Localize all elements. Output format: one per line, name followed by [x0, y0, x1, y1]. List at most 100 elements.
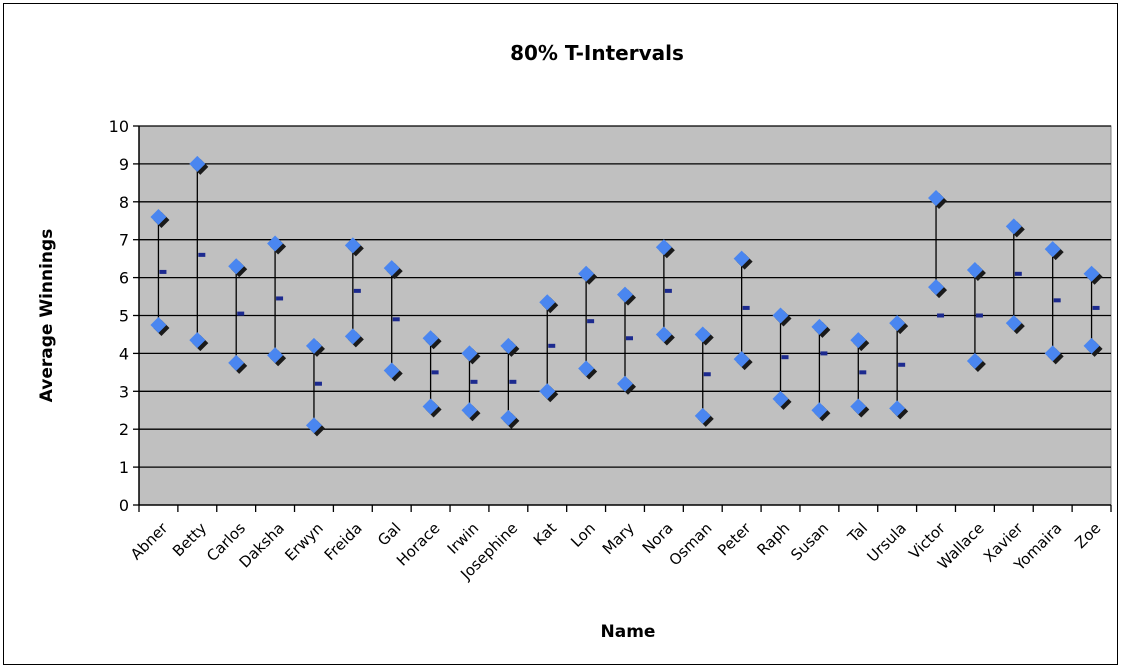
lower-point [267, 347, 284, 364]
lower-point [811, 402, 828, 419]
lower-point [850, 398, 867, 415]
y-axis-ticks: 0 1 2 3 4 5 6 7 8 9 10 [109, 117, 1111, 515]
lower-point [617, 375, 633, 392]
mean-marker [237, 311, 245, 316]
lower-point [928, 279, 945, 296]
mean-marker [548, 343, 556, 348]
mean-marker [820, 351, 828, 356]
mean-marker [509, 379, 517, 384]
y-tick-label: 6 [119, 269, 129, 288]
data-marks [150, 155, 1103, 437]
upper-point [578, 265, 595, 282]
x-tick-label: Erwyn [281, 519, 326, 564]
mean-marker [392, 317, 400, 322]
upper-point [500, 337, 517, 354]
lower-point [578, 360, 595, 377]
lower-point [733, 351, 750, 368]
x-tick-label: Freida [321, 519, 366, 564]
x-tick-label: Kat [530, 519, 560, 549]
mean-marker [664, 288, 672, 293]
lower-point [1083, 337, 1100, 354]
lower-point [422, 398, 439, 415]
mean-marker [859, 370, 867, 375]
y-tick-label: 9 [119, 155, 129, 174]
x-tick-label: Lon [567, 519, 599, 551]
lower-point [966, 352, 983, 369]
y-tick-label: 0 [119, 496, 129, 515]
lower-point [1044, 345, 1061, 362]
mean-marker [587, 319, 595, 324]
mean-marker [937, 313, 945, 318]
x-tick-label: Ursula [863, 519, 910, 566]
x-tick-label: Abner [127, 519, 172, 564]
x-tick-label: Peter [714, 519, 755, 560]
x-tick-label: Zoe [1071, 519, 1104, 552]
upper-point [228, 258, 245, 275]
lower-point [383, 362, 400, 379]
mean-marker [276, 296, 284, 301]
mean-marker [898, 362, 906, 367]
mean-marker [1014, 271, 1022, 276]
lower-point [344, 328, 361, 345]
x-tick-label: Osman [665, 519, 715, 569]
upper-point [1005, 218, 1022, 235]
lower-point [655, 326, 672, 343]
mean-marker [626, 336, 633, 341]
y-tick-label: 1 [119, 458, 129, 477]
upper-point [850, 332, 867, 349]
mean-marker [198, 252, 206, 257]
mean-marker [431, 370, 439, 375]
x-tick-label: Mary [599, 519, 638, 558]
lower-point [694, 407, 711, 424]
chart-title: 80% T-Intervals [510, 41, 684, 65]
y-tick-label: 5 [119, 307, 129, 326]
x-axis-label: Name [601, 622, 656, 642]
upper-point [189, 155, 206, 172]
lower-point [461, 402, 478, 419]
mean-marker [1053, 298, 1061, 303]
upper-point [928, 190, 945, 207]
y-tick-label: 8 [119, 193, 129, 212]
upper-point [617, 286, 633, 303]
upper-point [461, 345, 478, 362]
mean-marker [314, 381, 322, 386]
y-axis-label: Average Winnings [37, 229, 57, 403]
upper-point [539, 294, 556, 311]
lower-point [889, 400, 906, 417]
x-tick-label: Tal [843, 519, 871, 547]
upper-point [1083, 265, 1100, 282]
lower-point [1005, 315, 1022, 332]
mean-marker [703, 372, 711, 377]
y-tick-label: 3 [119, 382, 129, 401]
upper-point [1044, 241, 1061, 258]
lower-point [189, 332, 206, 349]
upper-point [772, 307, 789, 324]
x-tick-label: Raph [754, 519, 794, 559]
upper-point [383, 260, 400, 277]
lower-point [772, 390, 789, 407]
y-tick-label: 7 [119, 231, 129, 250]
mean-marker [353, 288, 361, 293]
upper-point [733, 250, 750, 267]
mean-marker [1092, 305, 1100, 310]
x-tick-label: Gal [374, 519, 404, 549]
lower-point [500, 409, 517, 426]
upper-point [267, 235, 284, 252]
upper-point [655, 239, 672, 256]
x-tick-label: Horace [393, 519, 443, 569]
y-tick-label: 2 [119, 420, 129, 439]
mean-marker [159, 269, 167, 274]
upper-point [811, 318, 828, 335]
mean-marker [470, 379, 478, 384]
upper-point [889, 315, 906, 332]
upper-point [150, 208, 167, 225]
upper-point [344, 237, 361, 254]
x-tick-label: Susan [787, 519, 832, 564]
lower-point [539, 383, 556, 400]
upper-point [694, 326, 711, 343]
y-tick-label: 4 [119, 344, 129, 363]
lower-point [228, 354, 245, 371]
upper-point [966, 262, 983, 279]
